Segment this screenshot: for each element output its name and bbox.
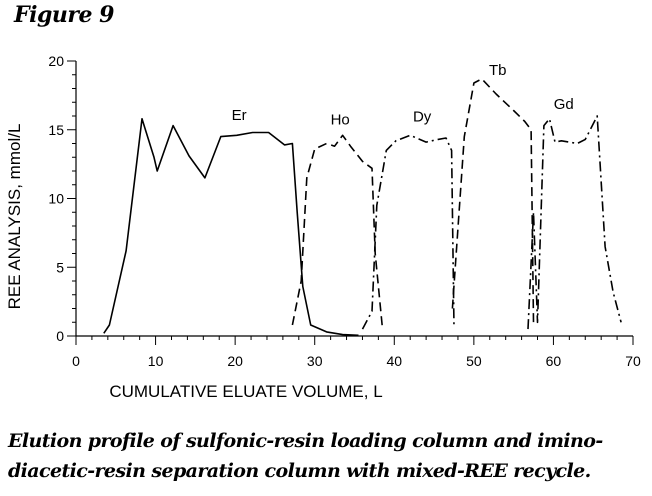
series-line-er [103,118,359,337]
x-tick-label: 60 [546,353,562,369]
x-axis-title: CUMULATIVE ELUATE VOLUME, L [109,382,382,401]
y-axis-title: REE ANALYSIS, mmol/L [5,124,24,310]
elution-profile-chart: 0 5 10 15 20 0 10 20 30 40 50 60 70 CUMULATIVE ELUATE… [5,53,641,401]
chart-series-layer [103,78,622,337]
caption-line-2: diacetic-resin separation column with mi… [8,460,591,482]
x-tick-label: 70 [625,353,641,369]
figure-label: Figure 9 [14,2,114,28]
x-tick-label: 50 [466,353,482,369]
x-tick-label: 10 [148,353,164,369]
series-label-tb: Tb [489,62,507,79]
x-tick-label: 20 [227,353,243,369]
series-line-dy [361,134,455,330]
series-label-gd: Gd [554,96,574,113]
series-label-ho: Ho [331,111,350,128]
series-label-er: Er [232,107,247,124]
x-tick-label: 40 [386,353,402,369]
y-tick-label: 20 [48,53,64,69]
y-tick-label: 10 [48,191,64,207]
y-tick-label: 0 [56,328,64,344]
series-line-tb [451,78,535,323]
chart-axes: 0 5 10 15 20 0 10 20 30 40 50 60 70 CUMULATIVE ELUATE… [5,53,641,401]
x-tick-label: 30 [307,353,323,369]
series-line-gd [527,115,622,330]
x-tick-label: 0 [72,353,80,369]
y-tick-label: 5 [56,259,64,275]
series-label-dy: Dy [413,109,432,126]
caption-line-1: Elution profile of sulfonic-resin loadin… [8,430,603,452]
figure-caption: Elution profile of sulfonic-resin loadin… [8,426,648,486]
y-tick-label: 15 [48,122,64,138]
series-line-ho [291,134,384,328]
chart-labels-layer: Er Ho Dy Tb Gd [232,62,574,129]
